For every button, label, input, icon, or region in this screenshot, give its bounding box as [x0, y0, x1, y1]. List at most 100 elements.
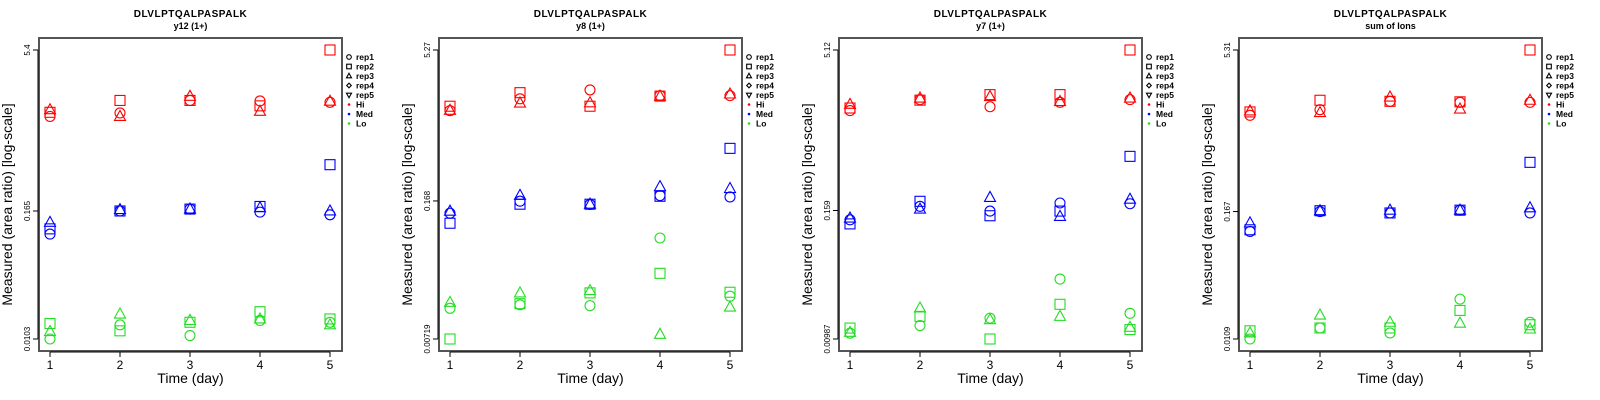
point-lo-rep3-day1: [1243, 325, 1257, 338]
point-med-rep2-day4: [1054, 205, 1066, 217]
point-hi-rep3-day5: [723, 86, 737, 99]
point-hi-rep3-day1: [443, 103, 457, 115]
point-hi-rep3-day3: [983, 89, 997, 102]
point-hi-rep2-day4: [1454, 96, 1466, 108]
point-hi-rep1-day2: [514, 93, 526, 105]
y-tick-label: 5.12: [823, 42, 832, 58]
point-med-rep2-day3: [984, 210, 996, 222]
x-tick-label: 4: [1457, 358, 1464, 372]
y-tick-label: 0.0103: [23, 326, 32, 351]
point-lo-rep3-day1: [443, 295, 457, 307]
legend-rep5-icon: [345, 92, 353, 99]
legend-lo-dot-icon: [1147, 122, 1151, 125]
legend-rep1-icon: [1546, 54, 1552, 60]
point-hi-rep1-day5: [1524, 96, 1536, 108]
x-tick-label: 2: [517, 358, 524, 372]
point-lo-rep3-day3: [583, 283, 597, 296]
legend-rep5: rep5: [356, 90, 374, 100]
legend-rep2-icon: [1146, 63, 1152, 70]
point-hi-rep2-day1: [444, 100, 456, 112]
point-med-rep2-day5: [1124, 150, 1136, 162]
point-hi-rep3-day5: [1123, 90, 1137, 103]
x-axis-label: Time (day): [1357, 370, 1423, 386]
legend-rep4: rep4: [356, 81, 374, 91]
point-med-rep1-day2: [514, 195, 526, 207]
point-lo-rep3-day2: [513, 285, 527, 298]
point-hi-rep1-day2: [114, 107, 126, 119]
point-lo-rep1-day1: [1244, 333, 1256, 345]
point-med-rep3-day5: [1123, 192, 1137, 204]
point-hi-rep1-day1: [844, 105, 856, 117]
point-hi-rep3-day4: [653, 88, 667, 101]
point-hi-rep3-day3: [1383, 89, 1397, 102]
point-med-rep3-day4: [253, 200, 267, 213]
point-med-rep2-day1: [1244, 224, 1256, 236]
chart-title: DLVLPTQALPASPALK: [134, 9, 248, 20]
plot-frame: [838, 37, 1143, 352]
point-med-rep2-day2: [914, 195, 926, 207]
point-lo-rep1-day5: [724, 290, 736, 302]
point-hi-rep3-day2: [513, 95, 527, 108]
point-med-rep3-day3: [183, 201, 197, 214]
point-med-rep3-day1: [843, 210, 857, 223]
point-med-rep3-day1: [1243, 215, 1257, 228]
legend-rep5: rep5: [756, 90, 774, 100]
x-tick-label: 4: [257, 358, 264, 372]
point-lo-rep1-day4: [254, 314, 266, 326]
point-lo-rep2-day2: [514, 298, 526, 310]
legend-lo: Lo: [756, 119, 766, 129]
point-lo-rep2-day3: [584, 287, 596, 299]
point-med-rep1-day1: [444, 207, 456, 219]
point-lo-rep2-day5: [724, 286, 736, 298]
point-hi-rep2-day2: [114, 94, 126, 106]
y-tick-label: 0.168: [423, 190, 432, 211]
legend-hi-dot-icon: [347, 103, 351, 106]
point-med-rep2-day2: [114, 205, 126, 217]
point-lo-rep3-day2: [1313, 307, 1327, 320]
point-med-rep2-day1: [444, 217, 456, 229]
legend-rep3: rep3: [1556, 71, 1574, 81]
point-med-rep2-day5: [324, 159, 336, 171]
point-hi-rep1-day5: [324, 96, 336, 108]
point-med-rep1-day4: [1054, 197, 1066, 209]
point-lo-rep2-day1: [1244, 325, 1256, 337]
point-hi-rep3-day2: [913, 90, 927, 103]
x-tick-label: 5: [1127, 358, 1134, 372]
legend-med: Med: [1556, 109, 1573, 119]
point-hi-rep2-day5: [1124, 44, 1136, 56]
x-tick-label: 5: [727, 358, 734, 372]
point-med-rep2-day5: [1524, 156, 1536, 168]
point-hi-rep3-day1: [843, 97, 857, 109]
legend-rep4-icon: [1145, 82, 1153, 89]
point-med-rep3-day3: [1383, 203, 1397, 215]
point-lo-rep3-day4: [653, 327, 667, 339]
legend-med-dot-icon: [1147, 112, 1151, 116]
point-med-rep1-day5: [1524, 207, 1536, 219]
legend-lo: Lo: [1156, 119, 1166, 129]
legend-lo: Lo: [356, 119, 366, 129]
y-axis-label: Measured (area ratio) [log-scale]: [0, 103, 15, 305]
legend-med-dot-icon: [1547, 112, 1551, 116]
y-tick-label: 5.4: [23, 44, 32, 56]
y-axis-label: Measured (area ratio) [log-scale]: [1199, 103, 1215, 305]
x-tick-label: 4: [657, 358, 664, 372]
point-lo-rep1-day5: [1124, 307, 1136, 319]
legend-med: Med: [756, 109, 773, 119]
legend-hi-dot-icon: [1547, 103, 1551, 106]
point-lo-rep2-day5: [324, 313, 336, 325]
point-hi-rep3-day5: [1523, 93, 1537, 105]
legend-rep2-icon: [746, 63, 752, 70]
x-axis-label: Time (day): [957, 370, 1023, 386]
point-hi-rep1-day2: [914, 94, 926, 106]
point-lo-rep3-day4: [1053, 309, 1067, 321]
legend-rep5-icon: [745, 92, 753, 99]
point-hi-rep1-day5: [724, 90, 736, 102]
point-hi-rep2-day1: [1244, 106, 1256, 118]
point-lo-rep3-day5: [1523, 321, 1537, 334]
point-lo-rep2-day1: [444, 333, 456, 345]
legend-rep2: rep2: [356, 62, 374, 72]
